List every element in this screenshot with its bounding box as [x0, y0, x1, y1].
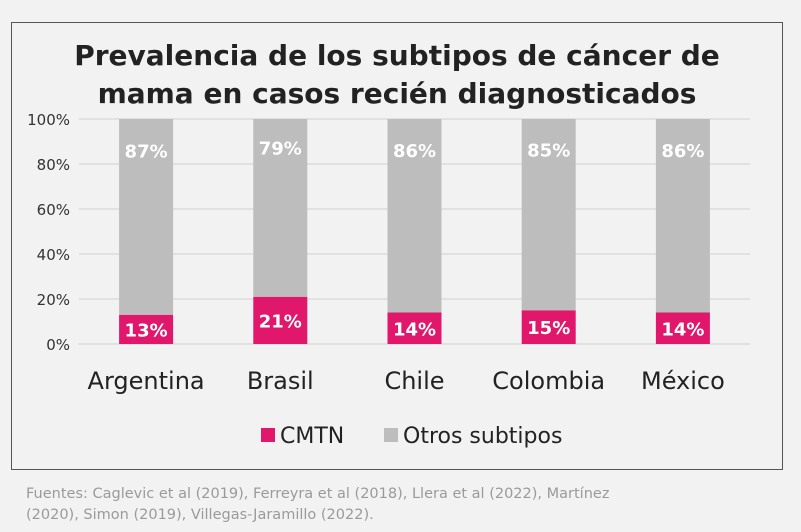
- x-category-label: Chile: [384, 367, 444, 395]
- bar-segment-otros: [387, 119, 442, 313]
- data-label-otros: 87%: [125, 141, 168, 162]
- bar-segment-cmtn: [253, 296, 308, 344]
- chart-frame: Prevalencia de los subtipos de cáncer de…: [11, 22, 783, 470]
- legend-label-cmtn: CMTN: [280, 424, 344, 449]
- chart-title-line-2: mama en casos recién diagnosticados: [97, 77, 697, 110]
- y-tick-label: 0%: [46, 336, 70, 354]
- bar-segment-otros: [253, 119, 308, 297]
- data-label-otros: 86%: [661, 141, 704, 162]
- x-category-label: Colombia: [492, 367, 605, 395]
- data-label-cmtn: 21%: [259, 311, 302, 332]
- chart-title-line-1: Prevalencia de los subtipos de cáncer de: [74, 39, 720, 72]
- bar-segment-otros: [119, 119, 174, 315]
- x-category-label: Brasil: [247, 367, 314, 395]
- x-category-label: México: [641, 367, 725, 395]
- data-label-cmtn: 15%: [527, 318, 570, 339]
- legend-swatch-cmtn: [261, 428, 275, 442]
- sources-line-1: Fuentes: Caglevic et al (2019), Ferreyra…: [26, 486, 610, 502]
- stacked-bar-chart: 0% 20% 40% 60% 80% 100% 13% 87% Argentina 21% 79% B…: [27, 111, 750, 449]
- bar-segment-cmtn: [521, 310, 576, 344]
- data-label-cmtn: 14%: [661, 319, 704, 340]
- data-label-otros: 85%: [527, 141, 570, 162]
- y-tick-label: 40%: [37, 246, 70, 264]
- bar-segment-otros: [521, 119, 576, 311]
- data-label-cmtn: 13%: [125, 320, 168, 341]
- bar-segment-otros: [655, 119, 710, 313]
- chart-title: Prevalencia de los subtipos de cáncer de…: [12, 37, 782, 113]
- legend-label-otros: Otros subtipos: [403, 424, 562, 449]
- x-category-label: Argentina: [88, 367, 205, 395]
- bar-segment-cmtn: [119, 314, 174, 344]
- data-label-cmtn: 14%: [393, 319, 436, 340]
- sources-note: Fuentes: Caglevic et al (2019), Ferreyra…: [26, 484, 766, 526]
- y-tick-label: 100%: [27, 111, 70, 129]
- sources-line-2: (2020), Simon (2019), Villegas-Jaramillo…: [26, 507, 374, 523]
- y-tick-label: 80%: [37, 156, 70, 174]
- data-label-otros: 79%: [259, 138, 302, 159]
- y-tick-label: 60%: [37, 201, 70, 219]
- data-label-otros: 86%: [393, 141, 436, 162]
- bar-segment-cmtn: [655, 312, 710, 344]
- legend-swatch-otros: [384, 428, 398, 442]
- y-tick-label: 20%: [37, 291, 70, 309]
- bar-segment-cmtn: [387, 312, 442, 344]
